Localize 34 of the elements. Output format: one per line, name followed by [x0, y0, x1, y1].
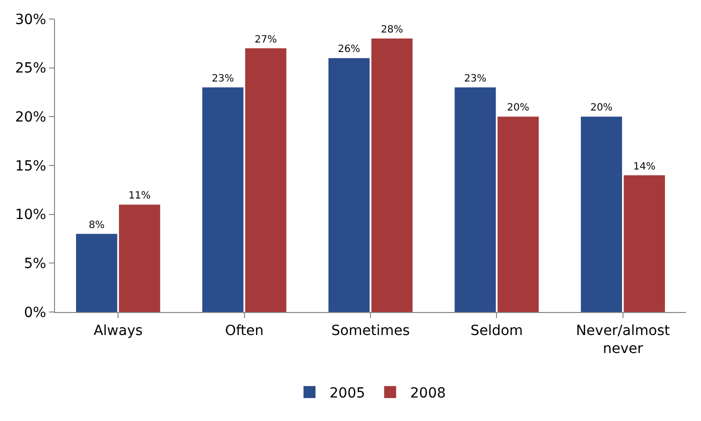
data-label: 8% — [88, 220, 105, 231]
bar — [76, 234, 118, 312]
data-label: 20% — [590, 102, 613, 114]
bar — [118, 204, 160, 312]
data-label: 14% — [633, 161, 656, 172]
bar — [580, 116, 622, 312]
bar — [371, 38, 413, 312]
y-tick-label: 30% — [15, 12, 46, 28]
y-tick-label: 15% — [15, 158, 46, 174]
bar — [498, 116, 539, 312]
data-label: 11% — [128, 190, 151, 202]
data-label: 20% — [507, 102, 530, 114]
x-tick-label: Seldom — [470, 322, 523, 339]
data-label: 26% — [338, 44, 360, 56]
data-label: 28% — [380, 24, 404, 36]
legend-label: 2008 — [410, 386, 446, 402]
y-tick-label: 20% — [15, 110, 46, 126]
x-tick-label: Sometimes — [331, 322, 410, 339]
bar — [245, 48, 286, 312]
y-tick-label: 10% — [15, 207, 46, 224]
data-label: 23% — [464, 73, 486, 84]
y-tick-label: 25% — [15, 60, 46, 77]
x-tick-label: Often — [224, 322, 264, 339]
data-label: 27% — [254, 34, 277, 46]
x-tick-label: Always — [94, 322, 143, 339]
y-tick-label: 0% — [24, 304, 46, 321]
x-tick-label: Never/almost never — [576, 322, 670, 357]
bar — [624, 175, 665, 312]
legend-label: 2005 — [330, 386, 366, 402]
bar — [454, 87, 496, 312]
bar — [202, 87, 244, 312]
y-tick-label: 5% — [24, 256, 46, 272]
data-label: 23% — [212, 73, 234, 84]
bar — [328, 58, 370, 312]
